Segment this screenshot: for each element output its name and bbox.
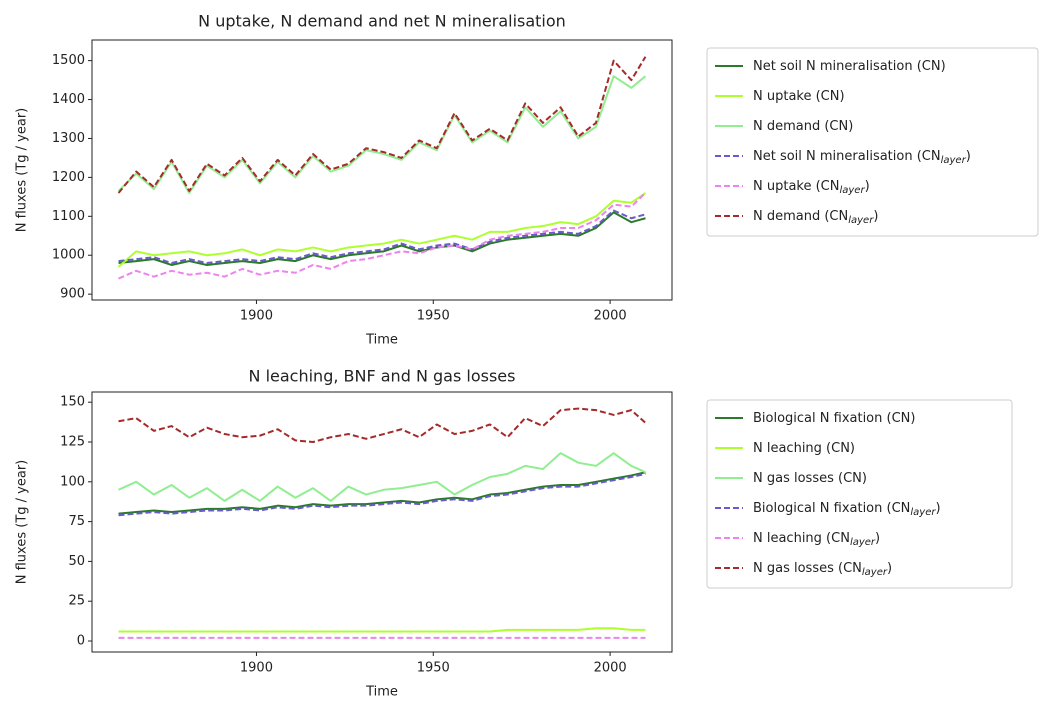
x-tick-label: 1950: [417, 661, 450, 676]
series-line: [118, 452, 646, 502]
x-axis-label: Time: [365, 685, 398, 700]
y-tick-label: 1100: [52, 209, 85, 224]
plot-frame: [91, 391, 673, 653]
x-tick-label: 1950: [417, 309, 450, 324]
legend-label: N gas losses (CN): [753, 471, 867, 486]
series-line: [118, 209, 646, 265]
legend: Net soil N mineralisation (CN) N uptake (…: [706, 47, 1039, 237]
series-line: [118, 407, 647, 443]
legend-label: N leaching (CN): [753, 441, 855, 456]
series-line: [117, 192, 647, 268]
plot-frame: [91, 39, 673, 301]
y-tick-label: 1400: [52, 92, 85, 107]
x-tick-label: 2000: [594, 661, 627, 676]
series-line: [118, 471, 646, 515]
legend-label: N gas losses (CNlayer): [753, 561, 892, 579]
series-line: [118, 627, 646, 633]
y-axis-label: N fluxes (Tg / year): [15, 108, 30, 232]
y-tick-label: 125: [60, 434, 85, 449]
x-tick-label: 1900: [240, 661, 273, 676]
legend-label: N demand (CN): [753, 119, 853, 134]
chart-title: N uptake, N demand and net N mineralisat…: [198, 12, 566, 31]
y-axis-label: N fluxes (Tg / year): [15, 460, 30, 584]
legend-box: [706, 399, 1013, 589]
y-tick-label: 150: [60, 395, 85, 410]
y-tick-label: 1300: [52, 131, 85, 146]
y-tick-label: 75: [68, 514, 85, 529]
x-tick-label: 2000: [594, 309, 627, 324]
series-line: [118, 192, 647, 280]
y-tick-label: 100: [60, 474, 85, 489]
series-line: [118, 211, 646, 266]
x-tick-label: 1900: [240, 309, 273, 324]
y-tick-label: 1200: [52, 170, 85, 185]
legend-label: N uptake (CN): [753, 89, 845, 104]
series-line: [118, 472, 646, 517]
legend-label: Biological N fixation (CN): [753, 411, 915, 426]
legend-label: N uptake (CNlayer): [753, 179, 870, 197]
legend-label: N demand (CNlayer): [753, 209, 878, 227]
legend-box: [706, 47, 1039, 237]
x-axis-label: Time: [365, 333, 398, 348]
y-tick-label: 0: [77, 634, 85, 649]
legend-label: Net soil N mineralisation (CNlayer): [753, 149, 971, 167]
y-tick-label: 900: [60, 287, 85, 302]
y-tick-label: 1000: [52, 248, 85, 263]
chart-title: N leaching, BNF and N gas losses: [249, 367, 516, 386]
y-tick-label: 1500: [52, 53, 85, 68]
legend-label: Net soil N mineralisation (CN): [753, 59, 946, 74]
legend-label: Biological N fixation (CNlayer): [753, 501, 941, 519]
legend: Biological N fixation (CN) N leaching (CN…: [706, 399, 1013, 589]
series-line: [117, 56, 647, 194]
series-line: [117, 75, 647, 194]
legend-label: N leaching (CNlayer): [753, 531, 880, 549]
y-tick-label: 50: [68, 554, 85, 569]
y-tick-label: 25: [68, 594, 85, 609]
